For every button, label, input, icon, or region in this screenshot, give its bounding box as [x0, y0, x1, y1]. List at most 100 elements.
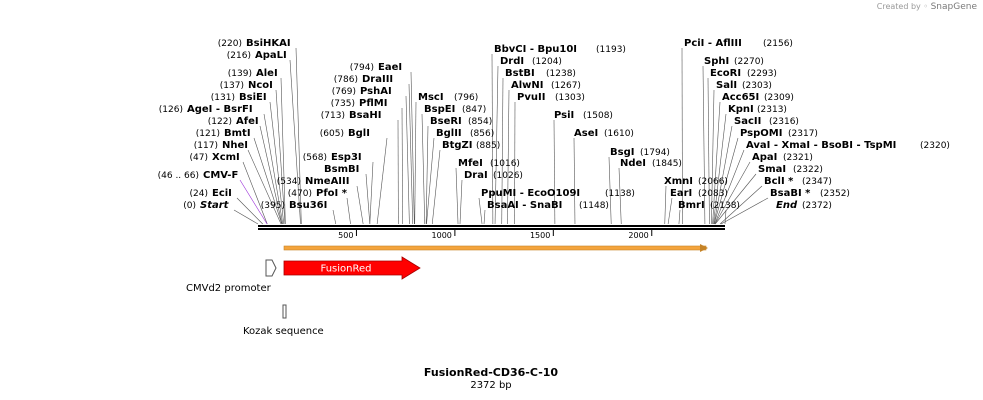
site-apali-1[interactable]: (216) ApaLI — [227, 50, 287, 61]
site-pos-apali-1: (216) — [227, 51, 251, 61]
site-bgli-10[interactable]: (605) BglI — [320, 128, 370, 139]
site-xmni-13[interactable]: XmnI (2066) — [664, 176, 728, 187]
site-eaei-5[interactable]: (794) EaeI — [350, 62, 402, 73]
site-drai-17[interactable]: DraI (1026) — [464, 170, 523, 181]
leader-end-16 — [724, 209, 727, 225]
site-asei-24[interactable]: AseI (1610) — [574, 128, 634, 139]
site-ecii-11[interactable]: (24) EciI — [190, 188, 232, 199]
leader-pflmi-8 — [401, 107, 404, 225]
leader-cmv-f-10 — [239, 179, 268, 225]
site-esp3i-0[interactable]: (568) Esp3I — [303, 152, 362, 163]
site-start-12[interactable]: (0) Start — [183, 200, 229, 211]
site-draiii-6[interactable]: (786) DraIII — [334, 74, 393, 85]
promoter-arrow-icon[interactable] — [265, 259, 277, 277]
site-pos-xmni-13: (2066) — [698, 177, 728, 187]
site-bsabi-12[interactable]: BsaBI * (2352) — [770, 188, 850, 199]
site-pcii-afliii-0[interactable]: PciI - AflIII (2156) — [684, 38, 793, 49]
site-btgzi-15[interactable]: BtgZI (885) — [442, 140, 500, 151]
site-pos-agei-bsrfi-5: (126) — [159, 105, 183, 115]
site-ecori-2[interactable]: EcoRI (2293) — [710, 68, 777, 79]
site-name-bseri-13: BseRI — [430, 116, 462, 127]
site-sphi-1[interactable]: SphI (2270) — [704, 56, 764, 67]
leader-alwni-21 — [507, 89, 510, 225]
site-name-pcii-afliii-0: PciI - AflIII — [684, 38, 742, 49]
site-bsahi-9[interactable]: (713) BsaHI — [321, 110, 382, 121]
site-cmv-f-10[interactable]: (46 .. 66) CMV-F — [158, 170, 239, 181]
credit-prefix: Created by — [876, 2, 921, 11]
site-sali-3[interactable]: SalI (2303) — [716, 80, 772, 91]
site-end-16[interactable]: End (2372) — [776, 200, 832, 211]
site-bsmbi-1[interactable]: BsmBI — [324, 164, 359, 175]
site-alei-2[interactable]: (139) AleI — [228, 68, 278, 79]
site-pos-btgzi-15: (885) — [476, 141, 500, 151]
site-bsihkai-0[interactable]: (220) BsiHKAI — [218, 38, 291, 49]
site-pfoi-3[interactable]: (470) PfoI * — [288, 188, 348, 199]
site-pos-sali-3: (2303) — [742, 81, 772, 91]
site-pos-bstbi-20: (1238) — [546, 69, 576, 79]
site-pos-bmti-7: (121) — [196, 129, 220, 139]
leader-pshai-7 — [405, 95, 410, 225]
site-bspei-12[interactable]: BspEI (847) — [424, 104, 486, 115]
site-ndei-28[interactable]: NdeI (1845) — [620, 158, 682, 169]
site-bcli-11[interactable]: BclI * (2347) — [764, 176, 832, 187]
orf-arrowhead-icon — [700, 244, 708, 252]
site-drdi-19[interactable]: DrdI (1204) — [500, 56, 562, 67]
site-pos-bseri-13: (854) — [468, 117, 492, 127]
site-bstbi-20[interactable]: BstBI (1238) — [505, 68, 576, 79]
site-pvuii-22[interactable]: PvuII (1303) — [517, 92, 585, 103]
leader-nmeaiii-2 — [356, 185, 364, 225]
site-pspomi-7[interactable]: PspOMI (2317) — [740, 128, 818, 139]
site-smai-10[interactable]: SmaI (2322) — [758, 164, 823, 175]
site-bseri-13[interactable]: BseRI (854) — [430, 116, 492, 127]
site-nmeaiii-2[interactable]: (534) NmeAIII — [277, 176, 350, 187]
site-pos-bmri-15: (2138) — [710, 201, 740, 211]
site-sacii-6[interactable]: SacII (2316) — [734, 116, 799, 127]
site-pos-ppumi-ecoo109i-25: (1138) — [605, 189, 635, 199]
site-pos-bsiei-4: (131) — [211, 93, 235, 103]
site-psii-23[interactable]: PsiI (1508) — [554, 110, 613, 121]
site-pos-bspei-12: (847) — [462, 105, 486, 115]
site-pos-start-12: (0) — [183, 201, 196, 211]
kozak-box[interactable] — [282, 304, 287, 319]
site-xcmi-9[interactable]: (47) XcmI — [190, 152, 240, 163]
site-alwni-21[interactable]: AlwNI (1267) — [511, 80, 581, 91]
site-pos-mfei-16: (1016) — [490, 159, 520, 169]
leader-msci-11 — [414, 101, 417, 225]
site-msci-11[interactable]: MscI (796) — [418, 92, 478, 103]
leader-bsabi-12 — [720, 197, 769, 225]
site-pos-bgli-10: (605) — [320, 129, 344, 139]
orf-bar[interactable] — [283, 245, 707, 251]
site-pshai-7[interactable]: (769) PshAI — [332, 86, 392, 97]
site-pos-ecii-11: (24) — [190, 189, 208, 199]
site-acc65i-4[interactable]: Acc65I (2309) — [722, 92, 794, 103]
site-name-pshai-7: PshAI — [360, 86, 392, 97]
site-bbvci-bpu10i-18[interactable]: BbvCI - Bpu10I (1193) — [494, 44, 626, 55]
site-ncoi-3[interactable]: (137) NcoI — [220, 80, 273, 91]
fusionred-feature-arrow[interactable] — [283, 256, 421, 280]
site-pflmi-8[interactable]: (735) PflMI — [331, 98, 388, 109]
site-bsgi-27[interactable]: BsgI (1794) — [610, 147, 670, 158]
leader-mfei-16 — [455, 167, 459, 225]
site-eari-14[interactable]: EarI (2083) — [670, 188, 728, 199]
site-pos-xcmi-9: (47) — [190, 153, 208, 163]
site-kpni-5[interactable]: KpnI (2313) — [728, 104, 787, 115]
site-bsaai-snabi-26[interactable]: BsaAI - SnaBI (1148) — [487, 200, 609, 211]
site-nhei-8[interactable]: (117) NheI — [194, 140, 248, 151]
backbone-bottom-strand — [258, 228, 725, 230]
site-bsu36i-4[interactable]: (395) Bsu36I — [261, 200, 328, 211]
site-ppumi-ecoo109i-25[interactable]: PpuMI - EcoO109I (1138) — [481, 188, 635, 199]
backbone-top-strand — [258, 225, 725, 227]
site-mfei-16[interactable]: MfeI (1016) — [458, 158, 520, 169]
site-agei-bsrfi-5[interactable]: (126) AgeI - BsrFI — [159, 104, 253, 115]
site-bglii-14[interactable]: BglII (856) — [436, 128, 494, 139]
site-name-msci-11: MscI — [418, 92, 444, 103]
site-bmri-15[interactable]: BmrI (2138) — [678, 200, 740, 211]
site-bmti-7[interactable]: (121) BmtI — [196, 128, 251, 139]
site-name-btgzi-15: BtgZI — [442, 140, 473, 151]
site-apai-9[interactable]: ApaI (2321) — [752, 152, 813, 163]
site-name-agei-bsrfi-5: AgeI - BsrFI — [187, 104, 253, 115]
site-avai-xmai-bsobi-tspmi-8[interactable]: AvaI - XmaI - BsoBI - TspMI (2320) — [746, 140, 950, 151]
site-bsiei-4[interactable]: (131) BsiEI — [211, 92, 267, 103]
leader-bsu36i-4 — [332, 209, 337, 225]
site-afei-6[interactable]: (122) AfeI — [208, 116, 259, 127]
